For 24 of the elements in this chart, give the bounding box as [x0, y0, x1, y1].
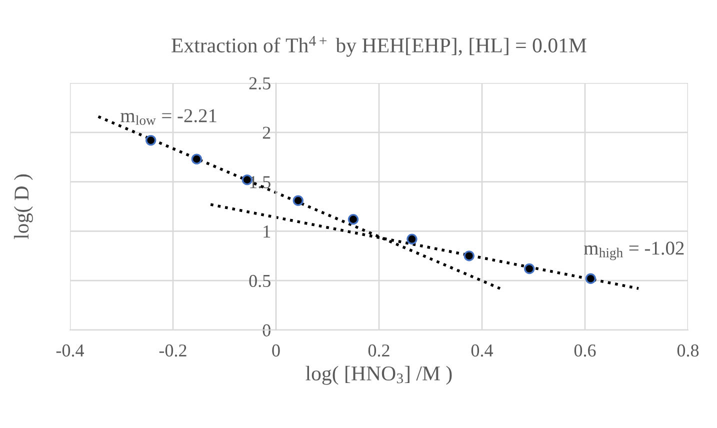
x-tick-label: 0.4 — [471, 344, 494, 357]
x-tick-label: -0.2 — [159, 344, 186, 357]
y-tick-label: 2.5 — [249, 77, 270, 90]
x-tick-label: 0.2 — [368, 344, 390, 357]
point — [524, 263, 535, 274]
x-tick-label: 0.6 — [574, 344, 596, 357]
y-tick-label: 2 — [262, 126, 270, 139]
y-axis-title: log( D ) — [14, 174, 33, 240]
chart-title: Extraction of Th$^{4+}$ by HEH[EHP], [HL] = 0.01M — [172, 36, 586, 57]
point — [146, 134, 156, 146]
point — [191, 154, 202, 164]
annotation: m$_{high}$ = -1.02 — [584, 242, 684, 260]
point — [292, 195, 304, 206]
y-tick-label: 0.5 — [249, 274, 270, 288]
x-axis-title: log( [HNO$_{3}$] /M ) — [306, 366, 452, 385]
x-tick-label: 0.8 — [677, 344, 699, 357]
point — [348, 214, 359, 225]
point — [585, 273, 596, 284]
annotation: m$_{low}$ = -2.21 — [120, 109, 216, 125]
point — [464, 250, 474, 262]
y-tick-label: 1 — [264, 226, 270, 238]
x-tick-label: -0.4 — [56, 344, 84, 357]
x-tick-label: 0 — [272, 344, 280, 357]
point — [406, 234, 418, 244]
